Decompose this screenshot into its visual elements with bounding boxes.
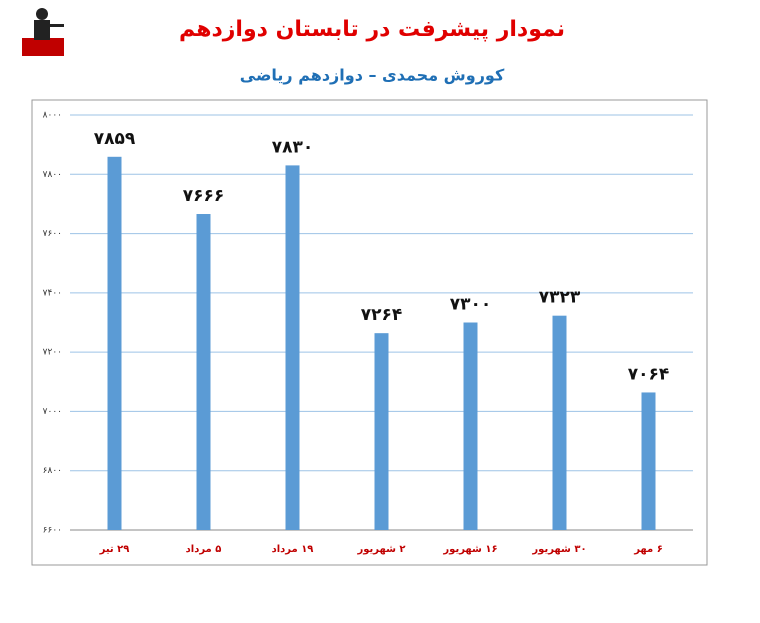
logo-base [22, 38, 64, 56]
x-tick-label: ۲ شهریور [356, 544, 405, 555]
bar [196, 214, 211, 530]
logo [22, 8, 64, 56]
value-label: ۷۳۲۳ [539, 288, 581, 308]
value-label: ۷۸۳۰ [272, 137, 314, 157]
chart-border [31, 99, 708, 566]
bar [374, 333, 389, 530]
value-label: ۷۶۶۶ [183, 186, 225, 206]
logo-arm [50, 24, 64, 27]
y-tick-label: ۷۴۰۰ [43, 288, 62, 298]
logo-body [34, 20, 50, 40]
y-tick-label: ۶۶۰۰ [43, 526, 62, 536]
y-tick-label: ۸۰۰۰ [43, 111, 62, 121]
x-tick-label: ۳۰ شهریور [531, 544, 586, 555]
y-tick-label: ۶۸۰۰ [43, 466, 62, 476]
x-tick-label: ۵ مرداد [186, 544, 222, 555]
y-tick-label: ۷۰۰۰ [43, 407, 62, 417]
x-tick-label: ۱۶ شهریور [442, 544, 497, 555]
value-label: ۷۲۶۴ [361, 305, 403, 325]
value-label: ۷۳۰۰ [450, 295, 492, 315]
y-tick-label: ۷۸۰۰ [43, 170, 62, 180]
x-tick-label: ۱۹ مرداد [272, 544, 314, 555]
y-tick-label: ۷۶۰۰ [43, 229, 62, 239]
chart-title: نمودار پیشرفت در تابستان دوازدهم [179, 17, 565, 42]
bar [552, 315, 567, 530]
x-tick-label: ۶ مهر [633, 544, 663, 555]
x-tick-label: ۲۹ تیر [99, 544, 130, 555]
value-label: ۷۰۶۴ [628, 364, 670, 384]
logo-head [36, 8, 48, 20]
y-tick-label: ۷۲۰۰ [43, 348, 62, 358]
chart-subtitle: کوروش محمدی – دوازدهم ریاضی [240, 66, 505, 85]
bar [285, 165, 300, 530]
bar [107, 156, 122, 530]
bar [463, 322, 478, 530]
bar [641, 392, 656, 530]
value-label: ۷۸۵۹ [94, 129, 136, 149]
